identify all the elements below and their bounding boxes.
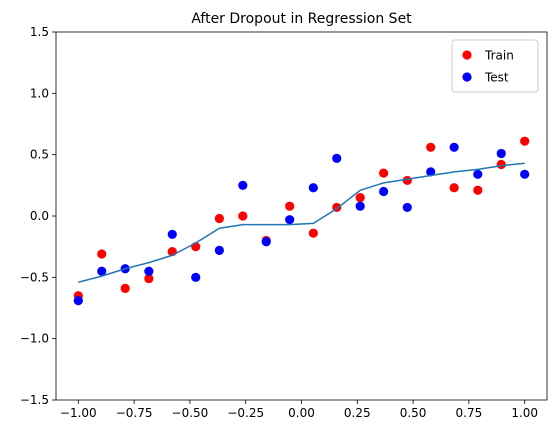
test-point xyxy=(97,266,107,276)
test-point xyxy=(167,229,177,239)
test-point xyxy=(214,245,224,255)
y-tick-label: 1.5 xyxy=(30,25,49,39)
train-point xyxy=(238,211,248,221)
test-point xyxy=(473,169,483,179)
x-axis: −1.00 −0.75 −0.50 −0.25 0.00 0.25 0.50 0.75 1.00 xyxy=(60,400,538,420)
test-point xyxy=(261,237,271,247)
train-point xyxy=(426,142,436,152)
test-point xyxy=(496,148,506,159)
train-point xyxy=(120,283,130,293)
test-point xyxy=(144,266,154,276)
test-point xyxy=(73,296,83,306)
y-tick-label: −1.5 xyxy=(20,393,49,407)
legend-box xyxy=(451,39,539,93)
x-tick-label: 0.25 xyxy=(344,406,371,420)
train-point xyxy=(379,168,389,178)
test-point xyxy=(402,202,412,213)
legend-marker-train xyxy=(462,50,472,60)
x-tick-label: 1.00 xyxy=(511,406,538,420)
legend-label-test: Test xyxy=(484,71,509,85)
test-point xyxy=(332,153,342,163)
test-point xyxy=(355,201,365,211)
chart-title: After Dropout in Regression Set xyxy=(191,11,412,27)
train-point xyxy=(520,136,530,146)
legend-marker-test xyxy=(462,72,472,82)
train-point xyxy=(144,273,154,284)
x-tick-label: 0.00 xyxy=(288,406,315,420)
test-point xyxy=(308,183,318,193)
train-point xyxy=(355,193,365,203)
y-tick-label: 0.0 xyxy=(30,209,49,223)
x-tick-label: 0.50 xyxy=(400,406,427,420)
y-axis: −1.5 −1.0 −0.5 0.0 0.5 1.0 1.5 xyxy=(20,25,56,407)
x-tick-label: 0.75 xyxy=(456,406,483,420)
test-point xyxy=(285,215,295,225)
test-point xyxy=(191,272,201,282)
test-point xyxy=(238,180,248,190)
train-point xyxy=(97,249,107,259)
test-point xyxy=(520,169,530,179)
y-tick-label: −1.0 xyxy=(20,332,49,346)
test-point xyxy=(449,142,459,152)
x-tick-label: −1.00 xyxy=(60,406,97,420)
test-point xyxy=(379,186,389,197)
plot-area xyxy=(55,31,548,401)
fit-line xyxy=(78,162,525,283)
x-tick-label: −0.50 xyxy=(172,406,209,420)
train-point xyxy=(473,185,483,195)
x-tick-label: −0.75 xyxy=(116,406,153,420)
y-tick-label: 1.0 xyxy=(30,86,49,100)
train-point xyxy=(308,228,318,238)
train-point xyxy=(214,213,224,224)
x-tick-label: −0.25 xyxy=(227,406,264,420)
train-point xyxy=(496,159,506,170)
train-point xyxy=(285,201,295,211)
legend: Train Test xyxy=(451,39,539,93)
y-tick-label: 0.5 xyxy=(30,148,49,162)
test-point xyxy=(426,167,436,177)
legend-label-train: Train xyxy=(484,49,514,63)
train-point xyxy=(449,183,459,193)
y-tick-label: −0.5 xyxy=(20,270,49,284)
